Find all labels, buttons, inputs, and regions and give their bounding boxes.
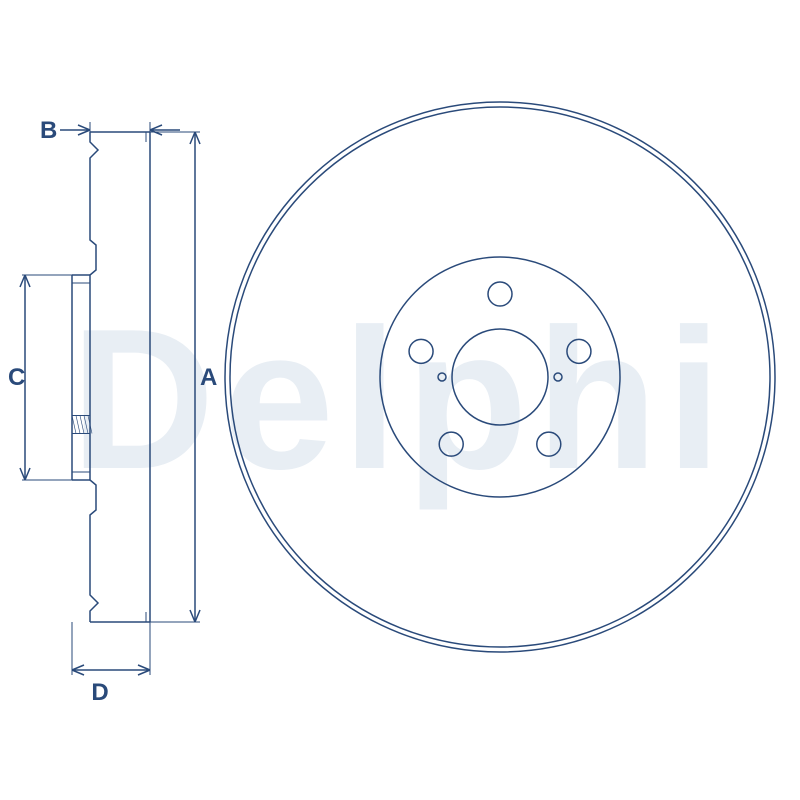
technical-drawing: A B C D bbox=[0, 0, 800, 800]
dimension-label-c: C bbox=[8, 364, 25, 391]
dimension-label-a: A bbox=[200, 364, 217, 391]
dimension-label-b: B bbox=[40, 117, 57, 144]
dimension-label-d: D bbox=[91, 679, 108, 706]
